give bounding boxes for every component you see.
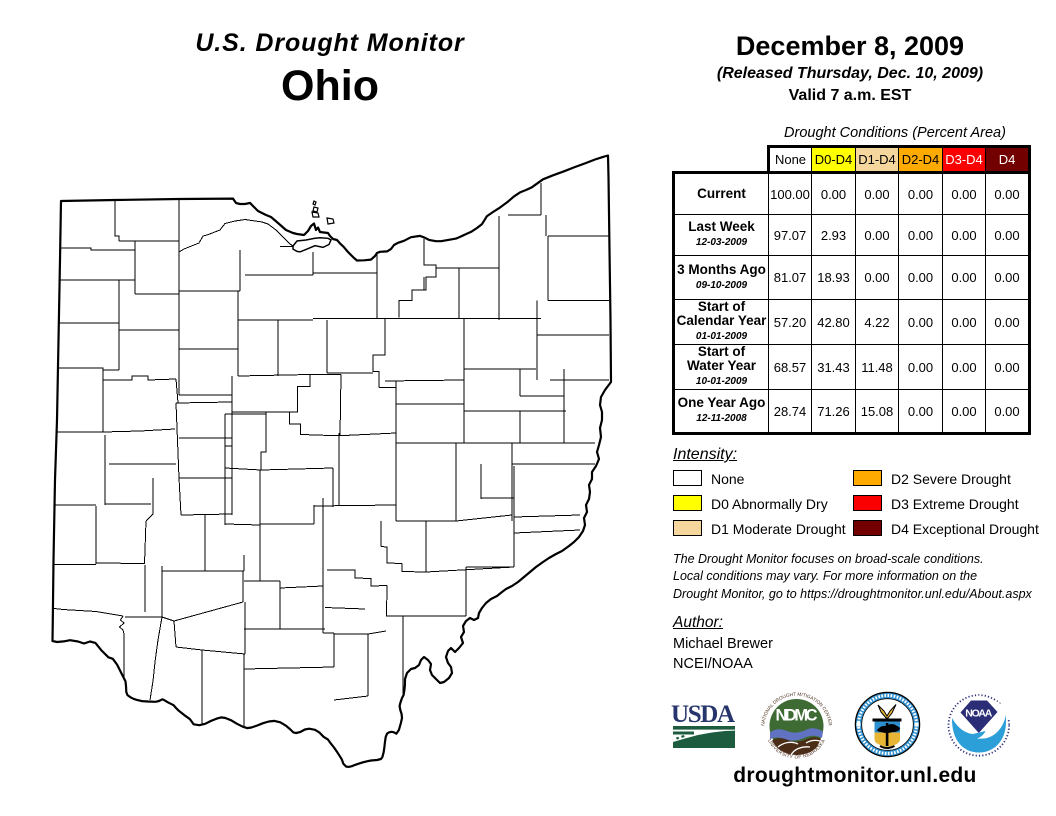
svg-text:USDA: USDA — [671, 701, 735, 728]
svg-text:NOAA: NOAA — [965, 708, 992, 720]
svg-text:NDMC: NDMC — [776, 707, 818, 725]
